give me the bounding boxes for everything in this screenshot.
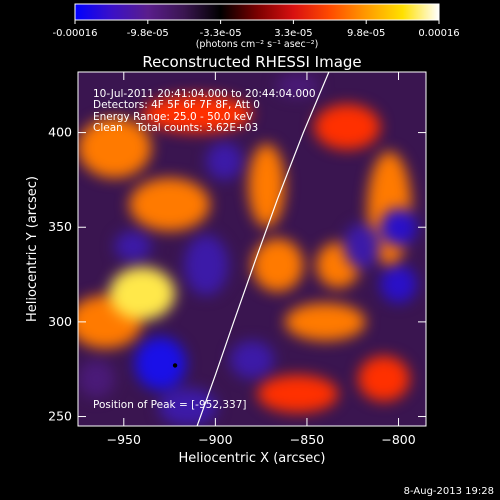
peak-marker — [172, 363, 178, 368]
colorbar-tick-label: 9.8e-05 — [347, 28, 385, 39]
annotation-detectors: Detectors: 4F 5F 6F 7F 8F, Att 0 — [93, 99, 260, 111]
x-tick-label: −800 — [381, 432, 415, 447]
y-axis-label: Heliocentric Y (arcsec) — [25, 176, 40, 322]
positive-emission-blob — [257, 374, 339, 413]
y-tick-label: 300 — [48, 314, 72, 329]
negative-emission-blob — [275, 73, 320, 97]
positive-emission-blob — [109, 266, 176, 320]
annotation-time-range: 10-Jul-2011 20:41:04.000 to 20:44:04.000 — [93, 88, 316, 100]
negative-emission-blob — [184, 234, 229, 296]
solar-limb-curve — [196, 72, 330, 426]
y-tick-label: 400 — [48, 125, 72, 140]
peak-position-label: Position of Peak = [-952,337] — [93, 399, 247, 411]
x-tick-label: −950 — [107, 432, 141, 447]
negative-emission-blob — [78, 359, 115, 398]
colorbar-tick-label: 0.00016 — [418, 28, 459, 39]
positive-emission-blob — [142, 94, 252, 133]
colorbar-tick-label: -9.8e-05 — [127, 28, 169, 39]
annotation-energy-range: Energy Range: 25.0 - 50.0 keV — [93, 111, 254, 123]
colorbar-tick-label: -0.00016 — [53, 28, 98, 39]
x-tick-label: −850 — [290, 432, 324, 447]
plot-frame — [77, 71, 427, 427]
colorbar — [74, 3, 440, 21]
positive-emission-blob — [314, 104, 381, 150]
positive-emission-blob — [129, 178, 210, 232]
axis-ticks: −950 −900 −850 −800 250 300 350 400 — [48, 72, 426, 447]
x-tick-label: −900 — [198, 432, 232, 447]
positive-emission-blob — [78, 117, 152, 179]
colorbar-tick-label: 3.3e-05 — [274, 28, 312, 39]
negative-emission-blob — [380, 265, 417, 303]
positive-emission-blob — [248, 143, 285, 228]
positive-emission-blob — [358, 355, 410, 402]
negative-emission-blob — [343, 223, 381, 269]
footer-date: 8-Aug-2013 19:28 — [404, 486, 494, 497]
negative-emission-blob — [134, 337, 187, 391]
negative-emission-blob — [230, 340, 274, 379]
y-tick-label: 350 — [48, 219, 72, 234]
colorbar-ticks: -0.00016 -9.8e-05 -3.3e-05 3.3e-05 9.8e-05 0.… — [53, 20, 460, 39]
y-tick-label: 250 — [48, 409, 72, 424]
colorbar-tick-label: -3.3e-05 — [200, 28, 242, 39]
x-axis-label: Heliocentric X (arcsec) — [179, 451, 326, 466]
positive-emission-blob — [284, 302, 366, 341]
negative-emission-blob — [158, 388, 218, 426]
chart-title: Reconstructed RHESSI Image — [142, 53, 361, 71]
negative-emission-blob — [380, 208, 417, 247]
annotation-counts: Clean Total counts: 3.62E+03 — [93, 122, 258, 134]
negative-emission-blob — [206, 142, 243, 180]
colorbar-units: (photons cm⁻² s⁻¹ asec⁻²) — [196, 39, 319, 50]
heatmap-image — [78, 72, 426, 426]
negative-emission-blob — [114, 231, 152, 262]
positive-emission-blob — [252, 238, 304, 292]
